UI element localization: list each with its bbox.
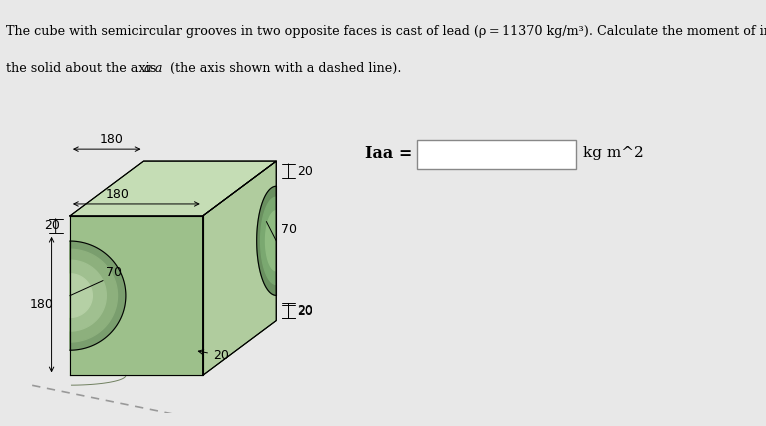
Text: 20: 20 xyxy=(198,349,229,362)
Text: 180: 180 xyxy=(100,133,124,146)
Polygon shape xyxy=(257,186,277,295)
Text: 20: 20 xyxy=(296,164,313,178)
Text: 180: 180 xyxy=(106,188,130,201)
Text: 20: 20 xyxy=(296,304,313,317)
Text: 70: 70 xyxy=(106,266,122,279)
Text: 70: 70 xyxy=(281,223,297,236)
Text: the solid about the axis: the solid about the axis xyxy=(6,62,160,75)
Text: The cube with semicircular grooves in two opposite faces is cast of lead (ρ = 11: The cube with semicircular grooves in tw… xyxy=(6,25,766,38)
Polygon shape xyxy=(70,260,106,331)
Polygon shape xyxy=(266,211,277,271)
Polygon shape xyxy=(70,249,117,342)
Polygon shape xyxy=(260,197,277,285)
Polygon shape xyxy=(70,161,277,216)
FancyBboxPatch shape xyxy=(417,140,576,169)
Text: Iaa =: Iaa = xyxy=(365,145,412,162)
Text: a-a: a-a xyxy=(144,62,163,75)
Text: kg m^2: kg m^2 xyxy=(584,147,644,160)
Polygon shape xyxy=(70,216,203,375)
Text: 20: 20 xyxy=(296,305,313,318)
Text: 20: 20 xyxy=(44,219,60,232)
Text: 180: 180 xyxy=(30,298,54,311)
Text: (the axis shown with a dashed line).: (the axis shown with a dashed line). xyxy=(166,62,401,75)
Polygon shape xyxy=(70,241,126,350)
Polygon shape xyxy=(70,274,93,317)
Polygon shape xyxy=(203,161,277,375)
